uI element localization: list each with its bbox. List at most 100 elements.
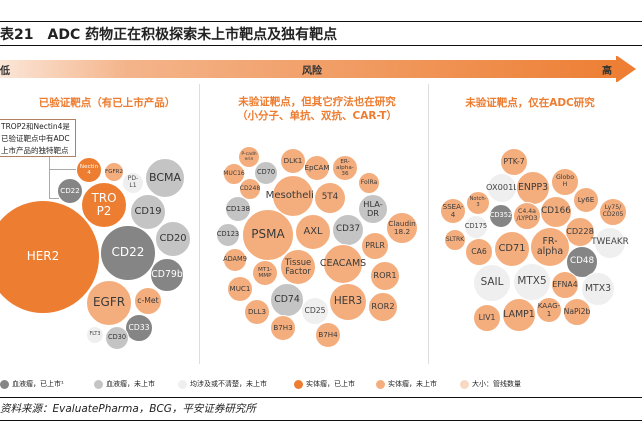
target-bubble: ROR1: [370, 261, 400, 291]
target-bubble: NaPi2b: [563, 298, 591, 326]
target-label: P-cadh erin: [241, 152, 257, 162]
legend-label: 实体瘤，已上市: [306, 380, 355, 388]
target-bubble: FR-alpha: [530, 227, 570, 267]
target-label: CD48: [569, 256, 595, 267]
target-bubble: Nectin 4: [76, 157, 102, 183]
target-bubble: CD71: [494, 231, 530, 267]
target-label: CD30: [107, 333, 127, 342]
target-bubble: EpCAM: [304, 155, 330, 181]
target-bubble: TRO P2: [81, 182, 127, 228]
target-label: Ly75/ CD205: [602, 204, 624, 218]
legend-item: 实体瘤，已上市: [294, 379, 355, 389]
target-bubble: EGFR: [86, 280, 132, 326]
target-label: CD138: [225, 204, 251, 214]
target-bubble: CD175: [464, 215, 488, 239]
target-label: B7H3: [273, 323, 293, 333]
legend-label: 均涉及或不清楚，未上市: [190, 380, 267, 388]
target-bubble: CD79b: [150, 258, 184, 292]
target-label: ENPP3: [517, 181, 549, 193]
target-label: CD20: [159, 232, 187, 244]
target-label: PRLR: [365, 240, 385, 250]
legend-label: 实体瘤，未上市: [388, 380, 437, 388]
target-label: EGFR: [92, 295, 126, 310]
target-label: MTX5: [517, 275, 547, 288]
target-bubble: LIV1: [473, 304, 501, 332]
source-top-rule: [0, 397, 642, 398]
target-label: CA6: [471, 246, 487, 256]
target-label: MT1-MMP: [258, 266, 272, 279]
target-bubble: ER-alpha-36: [332, 155, 358, 181]
target-bubble: AXL: [295, 214, 331, 250]
target-bubble: CD123: [216, 223, 240, 247]
target-bubble: c-Met: [134, 287, 162, 315]
target-bubble: CD20: [155, 221, 191, 257]
target-bubble: MUC1: [227, 276, 253, 302]
legend-label: 大小：管线数量: [472, 380, 521, 388]
target-label: PTK-7: [503, 156, 525, 166]
target-label: c-Met: [137, 295, 159, 305]
target-bubble: TWEAKR: [591, 227, 629, 259]
legend: 血液瘤，已上市¹ 血液瘤，未上市 均涉及或不清楚，未上市 实体瘤，已上市 实体瘤，未上市…: [0, 379, 642, 393]
target-bubble: HER3: [329, 283, 367, 321]
risk-label: 风险: [302, 66, 322, 77]
target-label: CD71: [498, 242, 526, 254]
panel-subtitle-unvalidated-other: （小分子、单抗、双抗、CAR-T）: [237, 110, 397, 122]
target-bubble: MT1-MMP: [252, 260, 278, 286]
panel-title-adc-only: 未验证靶点，仅在ADC研究: [465, 97, 595, 109]
target-label: CD352: [489, 211, 513, 220]
target-label: CD19: [134, 205, 162, 217]
target-bubble: CD37: [332, 214, 364, 246]
target-label: SLTRK: [445, 235, 465, 243]
source-bottom-rule: [0, 420, 642, 421]
target-bubble: MTX5: [513, 263, 551, 301]
legend-swatch-icon: [376, 379, 385, 389]
target-label: LIV1: [478, 312, 496, 322]
target-bubble: FLT3: [86, 326, 104, 344]
target-label: CD37: [335, 224, 361, 235]
target-label: CD74: [274, 293, 300, 305]
callout-connector: [49, 198, 59, 199]
figure-number: 表21: [0, 27, 34, 43]
legend-swatch-icon: [460, 379, 469, 389]
target-label: TRO P2: [91, 190, 117, 218]
target-label: CD228: [566, 226, 594, 237]
source-note: 资料来源：EvaluatePharma，BCG，平安证券研究所: [0, 403, 256, 415]
legend-label: 血液瘤，已上市¹: [12, 380, 64, 388]
legend-swatch-icon: [294, 379, 303, 389]
target-label: ROR2: [371, 301, 395, 312]
target-label: PSMA: [251, 227, 285, 242]
target-label: CD175: [464, 222, 488, 231]
target-bubble: PD-L1: [122, 172, 144, 194]
target-label: DLL3: [248, 307, 266, 317]
target-label: HER3: [333, 295, 363, 308]
target-bubble: C4.4a /LYPD3: [513, 202, 541, 230]
legend-label: 血液瘤，未上市: [106, 380, 155, 388]
title-top-rule: [0, 21, 642, 22]
target-bubble: Ly6E: [573, 187, 599, 213]
title-bottom-rule: [0, 45, 642, 46]
legend-swatch-icon: [94, 379, 103, 389]
target-bubble: CEACAMS: [320, 244, 366, 284]
target-bubble: CD228: [565, 217, 595, 247]
target-bubble: ROR2: [368, 292, 398, 322]
legend-item: 实体瘤，未上市: [376, 379, 437, 389]
target-label: ROR1: [373, 270, 397, 281]
target-bubble: FGFR2: [104, 162, 124, 182]
target-bubble: P-cadh erin: [238, 146, 260, 168]
target-label: DLK1: [283, 156, 303, 166]
panel-title-unvalidated-other: 未验证靶点，但其它疗法也在研究: [238, 96, 396, 108]
risk-arrow: [0, 56, 636, 82]
target-label: EFNA4: [552, 279, 578, 289]
target-bubble: SLTRK: [444, 229, 466, 251]
target-bubble: SAIL: [473, 264, 511, 302]
target-label: C4.4a /LYPD3: [516, 208, 538, 222]
target-label: Claudin 18.2: [388, 218, 416, 236]
target-label: Nectin 4: [79, 163, 99, 176]
target-bubble: Claudin 18.2: [386, 212, 418, 244]
risk-high-label: 高: [602, 66, 612, 77]
target-bubble: MTX3: [581, 272, 615, 306]
target-bubble: ADAM9: [223, 248, 247, 272]
target-label: CD22: [60, 186, 80, 196]
target-label: CD248: [239, 184, 261, 192]
target-label: CD33: [128, 322, 150, 332]
